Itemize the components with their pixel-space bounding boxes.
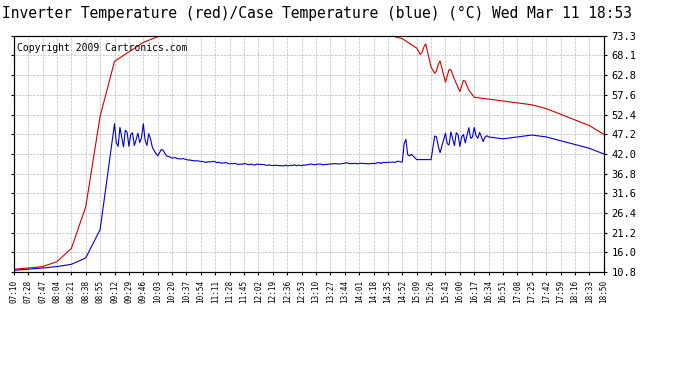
Text: Inverter Temperature (red)/Case Temperature (blue) (°C) Wed Mar 11 18:53: Inverter Temperature (red)/Case Temperat… <box>2 6 633 21</box>
Text: Copyright 2009 Cartronics.com: Copyright 2009 Cartronics.com <box>17 43 187 53</box>
